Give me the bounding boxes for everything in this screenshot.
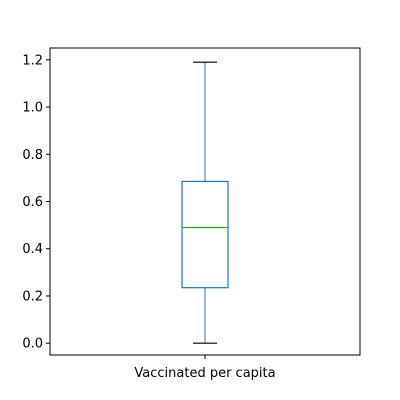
y-tick-label: 0.2	[22, 289, 43, 304]
y-tick-label: 1.2	[22, 53, 43, 68]
y-tick-label: 1.0	[22, 101, 43, 116]
x-tick-label: Vaccinated per capita	[134, 366, 275, 381]
y-axis: 0.0 0.2 0.4 0.6 0.8 1.0 1.2	[22, 53, 50, 352]
y-tick-label: 0.6	[22, 195, 43, 210]
y-tick-label: 0.0	[22, 337, 43, 352]
x-axis: Vaccinated per capita	[134, 355, 276, 381]
y-tick-label: 0.8	[22, 148, 43, 163]
y-tick-label: 0.4	[22, 242, 43, 257]
boxes-layer	[181, 61, 229, 344]
iqr-box	[181, 180, 229, 289]
